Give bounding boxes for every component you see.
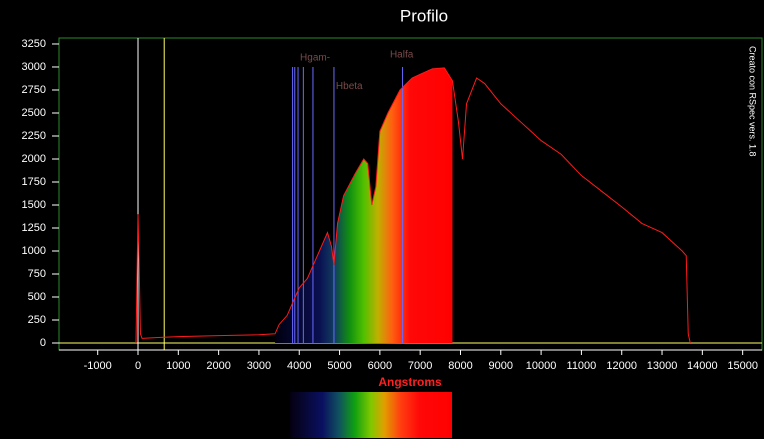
y-tick-label: 1750 bbox=[22, 176, 46, 188]
y-tick-label: 2500 bbox=[22, 107, 46, 119]
spectrum-strip bbox=[290, 392, 452, 438]
y-tick-label: 1500 bbox=[22, 199, 46, 211]
y-tick-label: 2250 bbox=[22, 130, 46, 142]
x-tick-label: 14000 bbox=[687, 360, 718, 372]
x-tick-label: 12000 bbox=[606, 360, 637, 372]
y-tick-label: 1000 bbox=[22, 245, 46, 257]
annotation: Halfa bbox=[390, 50, 414, 61]
annotation: Hgam- bbox=[300, 52, 330, 63]
x-tick-label: 6000 bbox=[368, 360, 392, 372]
x-tick-label: 15000 bbox=[727, 360, 758, 372]
y-tick-label: 750 bbox=[28, 268, 46, 280]
x-tick-label: 0 bbox=[135, 360, 141, 372]
x-axis-label: Angstroms bbox=[378, 375, 442, 389]
x-tick-label: 10000 bbox=[526, 360, 557, 372]
x-tick-label: 5000 bbox=[327, 360, 351, 372]
x-tick-label: 8000 bbox=[448, 360, 472, 372]
side-note: Creato con RSpec vers. 1.8 bbox=[748, 46, 758, 157]
x-tick-label: 1000 bbox=[166, 360, 190, 372]
x-tick-label: 13000 bbox=[647, 360, 678, 372]
y-tick-label: 3250 bbox=[22, 38, 46, 50]
x-tick-label: -1000 bbox=[84, 360, 112, 372]
y-tick-label: 0 bbox=[40, 337, 46, 349]
y-tick-label: 3000 bbox=[22, 61, 46, 73]
x-tick-label: 9000 bbox=[489, 360, 513, 372]
annotation: Hbeta bbox=[336, 81, 363, 92]
y-tick-label: 250 bbox=[28, 314, 46, 326]
y-tick-label: 1250 bbox=[22, 222, 46, 234]
y-tick-label: 2750 bbox=[22, 84, 46, 96]
x-tick-label: 11000 bbox=[567, 360, 597, 372]
spectrum-line bbox=[135, 67, 691, 344]
x-tick-label: 2000 bbox=[206, 360, 230, 372]
y-tick-label: 500 bbox=[28, 291, 46, 303]
x-tick-label: 4000 bbox=[287, 360, 311, 372]
x-tick-label: 7000 bbox=[408, 360, 432, 372]
y-tick-label: 2000 bbox=[22, 153, 46, 165]
x-tick-label: 3000 bbox=[247, 360, 271, 372]
spectrum-fill bbox=[275, 67, 453, 344]
chart-title: Profilo bbox=[400, 6, 448, 25]
